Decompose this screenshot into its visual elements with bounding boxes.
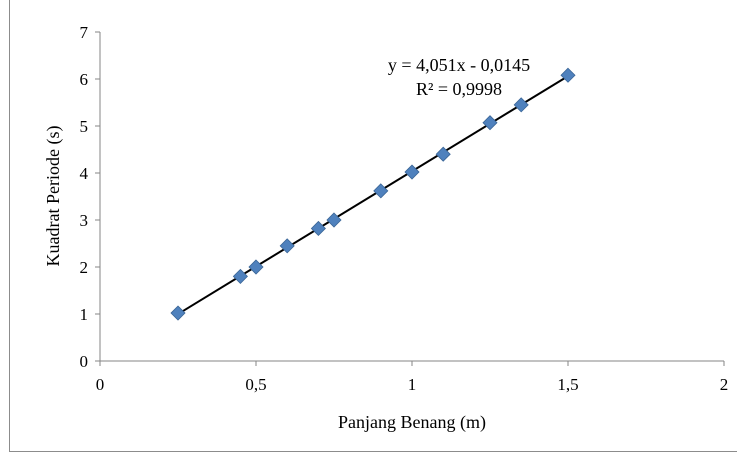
y-ticks: 0 1 2 3 4 5 6 7: [80, 23, 100, 371]
data-point: [373, 183, 389, 199]
x-ticks: 0 0,5 1 1,5 2: [96, 361, 729, 394]
data-points: [170, 67, 576, 321]
data-point: [248, 259, 264, 275]
axes: [99, 32, 724, 362]
y-tick-label: 5: [80, 117, 89, 136]
data-point: [435, 146, 451, 162]
data-point: [232, 268, 248, 284]
x-tick-label: 0,5: [245, 375, 266, 394]
x-tick-label: 1,5: [557, 375, 578, 394]
r-squared-label: R² = 0,9998: [416, 79, 502, 99]
data-point: [326, 212, 342, 228]
x-tick-label: 0: [96, 375, 105, 394]
y-tick-label: 1: [80, 305, 89, 324]
data-point: [310, 220, 326, 237]
y-tick-label: 7: [80, 23, 89, 42]
data-point: [513, 97, 529, 113]
y-axis-title: Kuadrat Periode (s): [43, 126, 64, 267]
y-tick-label: 0: [80, 352, 89, 371]
data-point: [482, 115, 498, 131]
x-tick-label: 1: [408, 375, 417, 394]
data-point: [404, 164, 420, 180]
data-point: [560, 67, 576, 83]
chart-frame: [9, 0, 737, 452]
y-tick-label: 3: [80, 211, 89, 230]
data-point: [170, 305, 186, 321]
y-tick-label: 6: [80, 70, 89, 89]
y-tick-label: 2: [80, 258, 89, 277]
equation-label: y = 4,051x - 0,0145: [388, 55, 530, 75]
y-tick-label: 4: [80, 164, 89, 183]
x-tick-label: 2: [720, 375, 729, 394]
x-axis-title: Panjang Benang (m): [338, 412, 486, 433]
data-point: [279, 238, 295, 254]
